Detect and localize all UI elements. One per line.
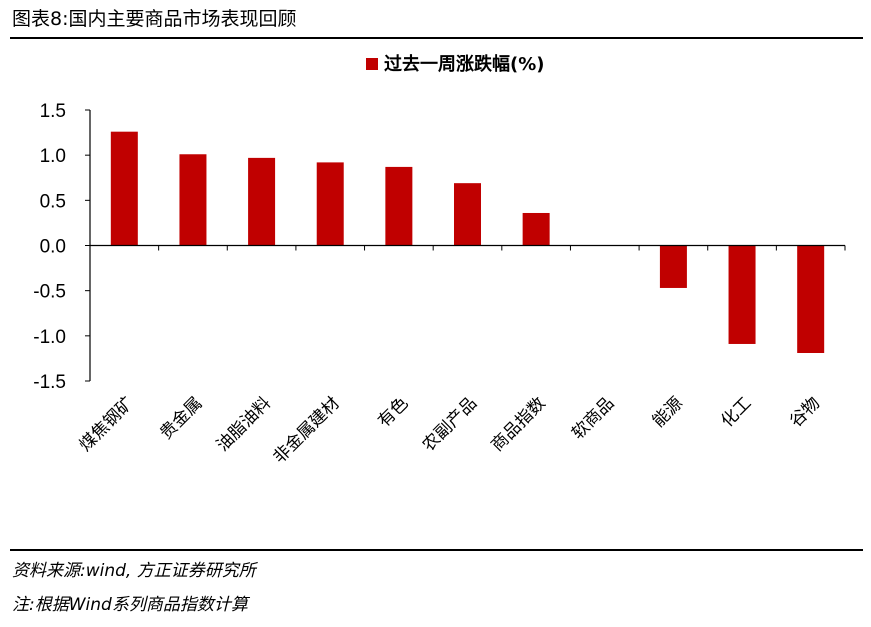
category-label: 非金属建材 bbox=[270, 393, 344, 467]
title-rule bbox=[10, 37, 863, 39]
bar-11 bbox=[797, 245, 825, 353]
category-label: 谷物 bbox=[786, 393, 824, 431]
category-label: 贵金属 bbox=[156, 393, 206, 443]
y-tick-label: -1.0 bbox=[33, 327, 66, 348]
category-label: 软商品 bbox=[568, 393, 618, 443]
legend-label: 过去一周涨跌幅(%) bbox=[384, 53, 545, 75]
bar-chart: 1.5 1.0 0.5 0.0 -0.5 -1.0 -1.5 煤焦钢矿 贵金属 油脂油料非金属建材… bbox=[33, 53, 846, 468]
category-label: 油脂油料 bbox=[213, 393, 275, 455]
y-tick-label: 0.5 bbox=[40, 191, 66, 212]
bar-1 bbox=[110, 131, 138, 246]
footnote: 注:根据Wind系列商品指数计算 bbox=[12, 595, 248, 615]
legend-swatch bbox=[366, 58, 378, 70]
bar-5 bbox=[385, 166, 413, 246]
category-label: 能源 bbox=[649, 393, 687, 431]
figure-title: 图表8:国内主要商品市场表现回顾 bbox=[12, 8, 297, 30]
source-note: 资料来源:wind, 方正证券研究所 bbox=[12, 561, 256, 581]
bar-3 bbox=[248, 157, 276, 246]
bar-6 bbox=[454, 183, 481, 246]
bar-9 bbox=[659, 245, 687, 288]
bar-10 bbox=[728, 245, 756, 344]
category-label: 商品指数 bbox=[487, 393, 549, 455]
category-label: 农副产品 bbox=[419, 393, 481, 455]
category-label: 有色 bbox=[374, 393, 412, 431]
y-tick-label: -1.5 bbox=[33, 372, 66, 393]
footer-rule bbox=[10, 549, 863, 551]
y-tick-label: 0.0 bbox=[40, 237, 66, 258]
y-tick-label: -0.5 bbox=[33, 282, 66, 303]
category-label: 煤焦钢矿 bbox=[76, 393, 138, 455]
y-tick-label: 1.0 bbox=[40, 146, 66, 167]
bar-4 bbox=[316, 162, 344, 246]
y-tick-label: 1.5 bbox=[40, 101, 66, 122]
bar-7 bbox=[522, 212, 550, 246]
category-label: 化工 bbox=[717, 393, 755, 431]
bar-2 bbox=[179, 154, 207, 246]
